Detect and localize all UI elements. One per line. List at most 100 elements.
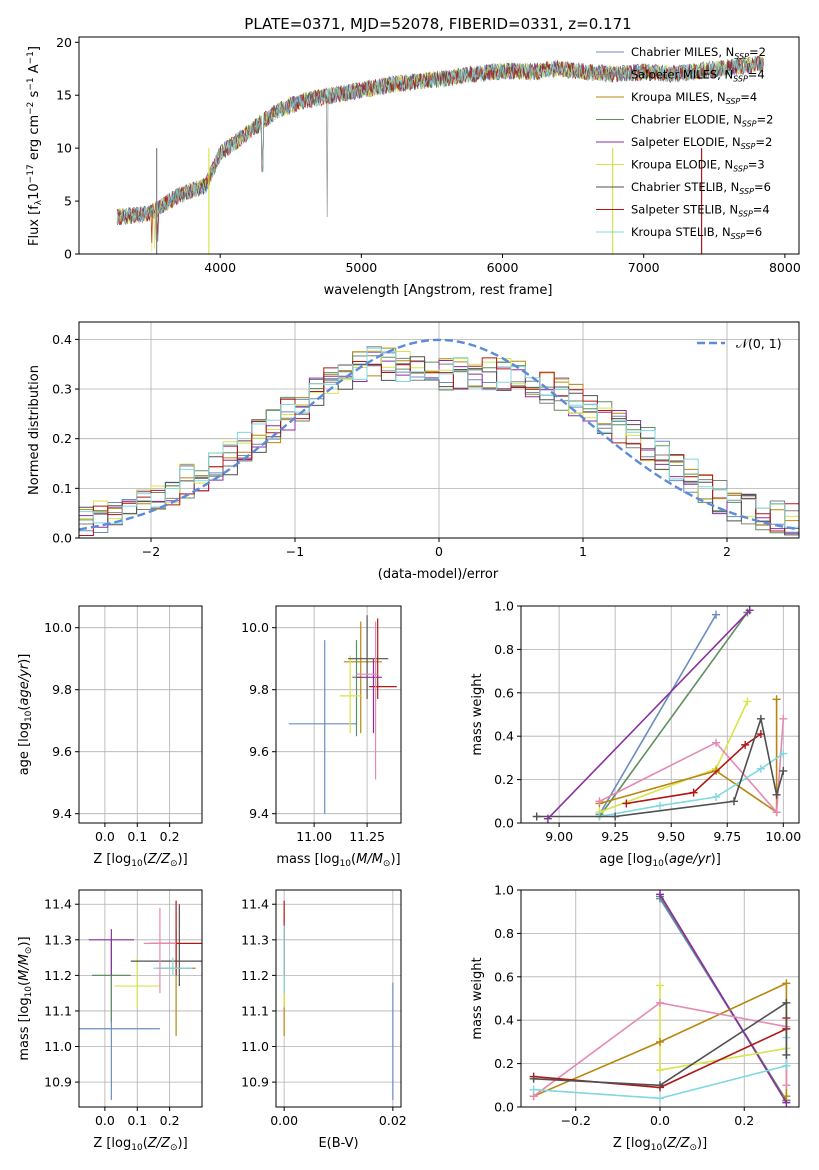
spectrum-line [116, 55, 764, 243]
y-tick-label: 0.8 [494, 642, 514, 657]
y-tick-label: 0.4 [494, 1013, 514, 1028]
axes-frame [78, 321, 800, 539]
x-axis-label: age [log10(age/yr)] [599, 852, 721, 869]
series-line [533, 1001, 788, 1087]
y-tick-label: 0 [64, 247, 72, 262]
legend-entry: Salpeter STELIB, NSSP=4 [631, 203, 770, 219]
data-point [741, 740, 750, 749]
data-point [622, 799, 631, 808]
y-tick-label: 0.8 [494, 926, 514, 941]
y-tick-label: 5 [64, 194, 72, 209]
data-point [595, 797, 604, 806]
y-tick-label: 0.2 [52, 431, 72, 446]
y-tick-label: 1.0 [494, 599, 514, 614]
axes-mass-weight-vs-age: 9.00 9.25 9.50 9.75 10.00 0.0 0.2 0.4 0.6 0.8 1.0 a… [470, 599, 801, 870]
y-tick-label: 0.6 [494, 685, 514, 700]
y-tick-label: 10.9 [44, 1075, 72, 1090]
y-tick-label: 15 [56, 88, 72, 103]
legend-entry: Chabrier MILES, NSSP=2 [631, 45, 766, 61]
y-tick-label: 0.1 [52, 481, 72, 496]
axes-spectrum: 4000 5000 6000 7000 8000 0 5 10 15 20 Chabrier MIL… [26, 35, 801, 298]
series-line [599, 699, 778, 814]
y-tick-label: 0.2 [494, 1056, 514, 1071]
axes-mass-vs-Z: 0.0 0.1 0.2 10.9 11.0 11.1 11.2 11.3 11.4 Z [log1… [17, 889, 203, 1153]
y-axis-label: mass [log10(M/M⊙)] [17, 936, 34, 1060]
data-point [712, 738, 721, 747]
x-axis-label: (data-model)/error [378, 567, 499, 582]
legend-entry: Kroupa MILES, NSSP=4 [631, 90, 757, 106]
histogram-step [79, 347, 799, 528]
data-point [782, 1092, 791, 1101]
spectrum-line [116, 54, 764, 252]
x-tick-label: 0.1 [127, 1113, 147, 1128]
y-tick-label: 0.0 [494, 1100, 514, 1115]
data-point [712, 792, 721, 801]
x-tick-label: 0.1 [127, 829, 147, 844]
plot-area [116, 54, 764, 254]
histogram-step [79, 356, 799, 536]
y-tick-label: 11.4 [44, 897, 72, 912]
axes-frame [520, 605, 800, 824]
series-line [626, 733, 762, 805]
y-axis-label: mass weight [470, 673, 485, 755]
x-tick-label: 0 [435, 544, 443, 559]
x-tick-label: 8000 [769, 260, 801, 275]
y-tick-label: 11.3 [44, 932, 72, 947]
y-tick-label: 11.2 [44, 968, 72, 983]
plot-area [79, 900, 202, 1100]
y-tick-label: 0.4 [52, 332, 72, 347]
data-point [772, 790, 781, 799]
series-line [659, 893, 788, 1104]
plot-area [79, 338, 799, 536]
x-axis-label: mass [log10(M/M⊙)] [276, 852, 400, 869]
figure-title: PLATE=0371, MJD=52078, FIBERID=0331, z=0… [244, 15, 631, 33]
data-point [745, 606, 754, 615]
y-tick-label: 0.4 [494, 729, 514, 744]
histogram-step [79, 347, 799, 526]
data-point [772, 695, 781, 704]
data-point [529, 1085, 538, 1094]
x-tick-label: 0.0 [650, 1113, 670, 1128]
x-tick-label: 9.75 [713, 829, 741, 844]
y-tick-label: 11.0 [241, 1039, 269, 1054]
x-tick-label: 0.2 [160, 829, 180, 844]
y-tick-label: 9.8 [249, 682, 269, 697]
y-tick-label: 10.0 [241, 620, 269, 635]
y-tick-label: 9.8 [52, 682, 72, 697]
legend-entry: Kroupa STELIB, NSSP=6 [631, 225, 762, 241]
x-axis-label: Z [log10(Z/Z⊙)] [93, 1136, 187, 1153]
y-tick-label: 0.3 [52, 382, 72, 397]
y-tick-label: 11.4 [241, 897, 269, 912]
data-point [772, 808, 781, 817]
axes-frame [275, 889, 402, 1108]
plot-area [532, 606, 788, 823]
x-tick-label: −1 [286, 544, 304, 559]
data-point [782, 998, 791, 1007]
x-axis-label: E(B-V) [318, 1136, 358, 1151]
series-line [536, 715, 785, 818]
histogram-step [79, 357, 799, 536]
data-point [656, 890, 664, 899]
y-tick-label: 11.2 [241, 968, 269, 983]
y-tick-label: 0.6 [494, 969, 514, 984]
x-axis-label: Z [log10(Z/Z⊙)] [93, 852, 187, 869]
y-axis-label: Flux [fλ10−17 erg cm−2 s−1 A−1] [26, 46, 44, 246]
x-tick-label: 0.2 [734, 1113, 754, 1128]
axes-age-vs-Z: 0.0 0.1 0.2 9.4 9.6 9.8 10.0 Z [log10(Z/Z⊙)] age… [17, 605, 228, 869]
legend-entry: Salpeter MILES, NSSP=4 [631, 68, 765, 84]
x-tick-label: 5000 [345, 260, 377, 275]
plot-area [63, 615, 228, 813]
data-point [782, 1050, 791, 1059]
plot-area [288, 615, 397, 814]
normal-curve [79, 338, 797, 531]
data-point [782, 1081, 791, 1090]
axes-frame [78, 36, 800, 255]
x-tick-label: 4000 [204, 260, 236, 275]
y-tick-label: 0.0 [494, 816, 514, 831]
x-tick-label: 1 [579, 544, 587, 559]
data-point [782, 979, 791, 988]
y-tick-label: 0.2 [494, 772, 514, 787]
series-line [547, 609, 751, 820]
x-tick-label: 10.00 [765, 829, 801, 844]
